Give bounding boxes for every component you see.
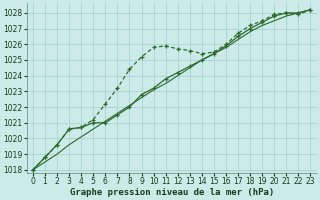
X-axis label: Graphe pression niveau de la mer (hPa): Graphe pression niveau de la mer (hPa) — [69, 188, 274, 197]
